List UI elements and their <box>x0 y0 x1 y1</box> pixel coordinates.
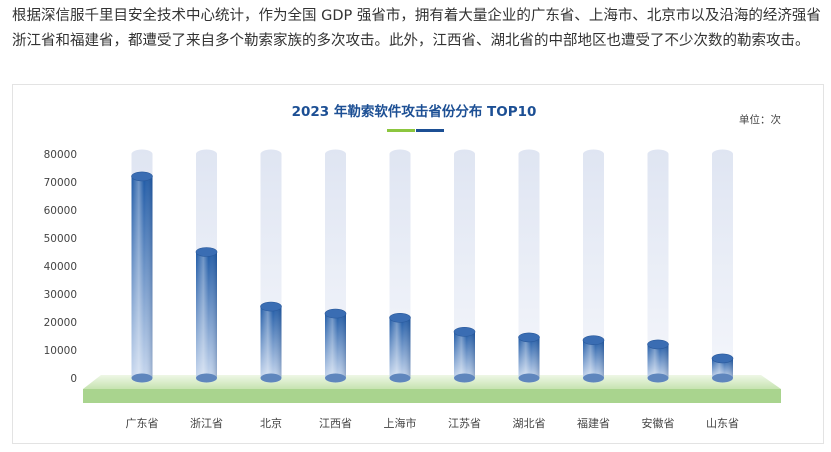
platform-top <box>83 375 781 389</box>
x-axis: 广东省 浙江省 北京 江西省 上海市 江苏省 湖北省 福建省 安徽省 山东省 <box>126 416 740 430</box>
bar-cap <box>711 353 734 364</box>
x-tick-label: 广东省 <box>126 417 159 430</box>
bar-cap <box>518 332 540 343</box>
x-tick-label: 山东省 <box>706 417 739 430</box>
x-tick-label: 江西省 <box>319 417 352 430</box>
bar-base <box>583 373 604 383</box>
bar-shine <box>389 317 411 378</box>
bar-chart: 2023 年勒索软件攻击省份分布 TOP10 单位：次 0 10000 20000 3… <box>44 103 782 430</box>
bar-cap <box>324 308 347 319</box>
y-tick-label: 70000 <box>44 177 77 189</box>
x-tick-label: 上海市 <box>384 416 417 430</box>
bar-base <box>647 373 669 383</box>
x-tick-label: 浙江省 <box>190 417 223 430</box>
y-tick-label: 40000 <box>44 261 77 273</box>
bar-cap <box>260 301 282 312</box>
bar-base <box>389 373 411 383</box>
bar-cap <box>195 247 218 257</box>
bar-base <box>260 373 282 383</box>
x-tick-label: 北京 <box>260 416 282 430</box>
bar-cap <box>131 171 153 182</box>
bar-shine <box>260 306 282 378</box>
chart-card: 2023 年勒索软件攻击省份分布 TOP10 单位：次 0 10000 20000 3… <box>12 84 824 444</box>
bar-shine <box>325 313 346 378</box>
bar-cap <box>389 313 411 323</box>
bar-cap <box>453 327 476 337</box>
bar-cap <box>647 339 669 350</box>
x-tick-label: 安徽省 <box>642 416 675 430</box>
bars-group <box>131 149 734 383</box>
title-accent-green <box>387 129 415 132</box>
bar-base <box>712 373 733 383</box>
chart-title: 2023 年勒索软件攻击省份分布 TOP10 <box>292 103 537 120</box>
y-tick-label: 30000 <box>44 289 77 301</box>
x-tick-label: 江苏省 <box>448 417 481 430</box>
bar-base <box>454 373 475 383</box>
y-tick-label: 10000 <box>44 345 77 357</box>
bar-base <box>131 373 153 383</box>
y-axis: 0 10000 20000 30000 40000 50000 60000 70000 8000… <box>44 149 77 385</box>
title-accent-blue <box>416 129 444 132</box>
bar-base <box>196 373 217 383</box>
y-tick-label: 20000 <box>44 317 77 329</box>
bar-shine <box>454 331 475 378</box>
bar-shine <box>647 344 669 378</box>
bar-shine <box>131 176 153 378</box>
bar-shine <box>583 340 604 378</box>
bar-shine <box>196 252 217 378</box>
bar-base <box>518 373 540 383</box>
bar-shine <box>518 337 540 378</box>
bar-track <box>583 149 604 383</box>
bar-base <box>325 373 346 383</box>
platform-base <box>83 389 781 403</box>
x-tick-label: 福建省 <box>577 416 610 430</box>
article-paragraph: 根据深信服千里目安全技术中心统计，作为全国 GDP 强省市，拥有着大量企业的广东… <box>12 8 821 49</box>
bar-track <box>712 149 733 383</box>
y-tick-label: 80000 <box>44 149 77 161</box>
bar-cap <box>582 335 605 345</box>
y-tick-label: 50000 <box>44 233 77 245</box>
y-tick-label: 0 <box>70 373 77 385</box>
y-tick-label: 60000 <box>44 205 77 217</box>
bar-track <box>647 149 669 383</box>
unit-label: 单位：次 <box>739 113 781 126</box>
bar-track <box>518 149 540 383</box>
bar-track <box>454 149 475 383</box>
bar-shine <box>712 358 733 378</box>
x-tick-label: 湖北省 <box>513 417 546 430</box>
